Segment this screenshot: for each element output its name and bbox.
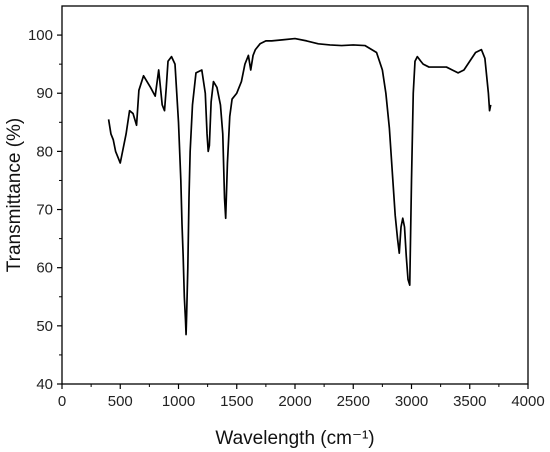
x-axis-ticks: 0 500 1000 1500 2000 2500 3000 3500 4000 [58,384,545,410]
x-axis-title: Wavelength (cm⁻¹) [215,428,374,449]
y-axis-title: Transmittance (%) [4,118,25,273]
x-tick-label: 3000 [395,393,428,410]
spectrum-series-line [107,37,492,336]
y-tick-label: 100 [28,27,53,44]
y-tick-label: 70 [36,202,53,219]
x-tick-label: 3500 [453,393,486,410]
x-tick-label: 0 [58,393,66,410]
y-tick-label: 90 [36,85,53,102]
x-tick-label: 2000 [278,393,311,410]
y-tick-label: 40 [36,376,53,393]
x-tick-label: 1000 [162,393,195,410]
plot-border [61,5,529,385]
x-tick-label: 500 [108,393,133,410]
x-tick-label: 1500 [220,393,253,410]
plot-frame [61,5,529,385]
y-axis-ticks: 40 50 60 70 80 90 100 [28,27,62,393]
series-layer [107,37,492,336]
x-tick-label: 4000 [511,393,544,410]
y-tick-label: 80 [36,143,53,160]
x-tick-label: 2500 [337,393,370,410]
y-tick-label: 60 [36,260,53,277]
y-tick-label: 50 [36,318,53,335]
